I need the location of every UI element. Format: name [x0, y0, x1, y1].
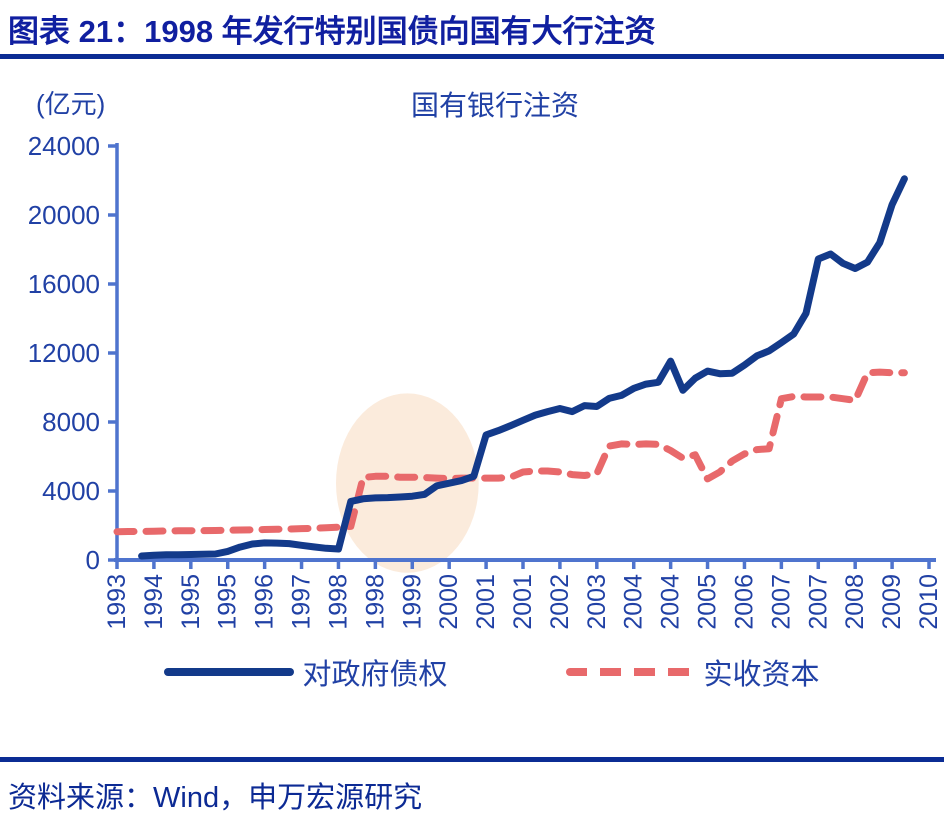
- legend-swatch-dashed-line: [565, 668, 696, 676]
- x-tick-label: 1995: [177, 574, 205, 630]
- x-tick-label: 1998: [361, 574, 389, 630]
- x-tick-label: 2007: [804, 574, 832, 630]
- x-tick-label: 2005: [694, 574, 722, 630]
- y-axis-unit-label: (亿元): [36, 89, 106, 119]
- x-tick-label: 2010: [915, 574, 943, 630]
- x-tick-label: 2004: [657, 574, 685, 630]
- legend-label: 实收资本: [703, 659, 820, 691]
- x-tick-label: 2002: [546, 574, 574, 630]
- series-line-claims-on-government: [138, 175, 908, 560]
- figure-title: 图表 21：1998 年发行特别国债向国有大行注资: [8, 14, 656, 49]
- x-tick-label: 1993: [103, 574, 131, 630]
- chart-title: 国有银行注资: [410, 90, 579, 121]
- legend-item-paid-in-capital: 实收资本: [565, 651, 820, 693]
- series-line-paid-in-capital: [113, 368, 908, 536]
- x-tick-label: 1996: [251, 574, 279, 630]
- y-tick-label: 4000: [42, 476, 100, 506]
- legend-swatch-solid-line: [164, 668, 295, 676]
- x-tick-label: 2000: [435, 574, 463, 630]
- x-tick-label: 1994: [140, 574, 168, 630]
- x-tick-label: 1999: [398, 574, 426, 630]
- x-tick-label: 2007: [767, 574, 795, 630]
- x-tick-label: 1998: [324, 574, 352, 630]
- chart-canvas: 0 4000 8000 12000 16000 20000 24000 1993 1994 199…: [28, 131, 943, 630]
- x-tick-label: 2003: [583, 574, 611, 630]
- highlight-ellipse: [335, 393, 479, 573]
- x-tick-label: 2001: [509, 574, 537, 630]
- y-tick-label: 16000: [28, 269, 100, 299]
- legend-item-claims-on-government: 对政府债权: [164, 651, 448, 693]
- source-attribution: 资料来源：Wind，申万宏源研究: [8, 782, 423, 814]
- header-divider: [0, 54, 944, 59]
- y-tick-label: 0: [86, 545, 100, 575]
- x-tick-label: 1997: [288, 574, 316, 630]
- y-tick-label: 8000: [42, 407, 100, 437]
- legend-label: 对政府债权: [302, 659, 448, 691]
- x-tick-label: 2001: [472, 574, 500, 630]
- x-tick-label: 2006: [730, 574, 758, 630]
- footer-divider: [0, 757, 944, 762]
- x-tick-label: 2009: [878, 574, 906, 630]
- y-tick-label: 24000: [28, 131, 100, 161]
- x-tick-label: 2008: [841, 574, 869, 630]
- y-tick-label: 12000: [28, 338, 100, 368]
- x-tick-label: 2004: [620, 574, 648, 630]
- chart-legend: 对政府债权 实收资本: [0, 650, 944, 694]
- x-tick-label: 1995: [214, 574, 242, 630]
- y-tick-label: 20000: [28, 200, 100, 230]
